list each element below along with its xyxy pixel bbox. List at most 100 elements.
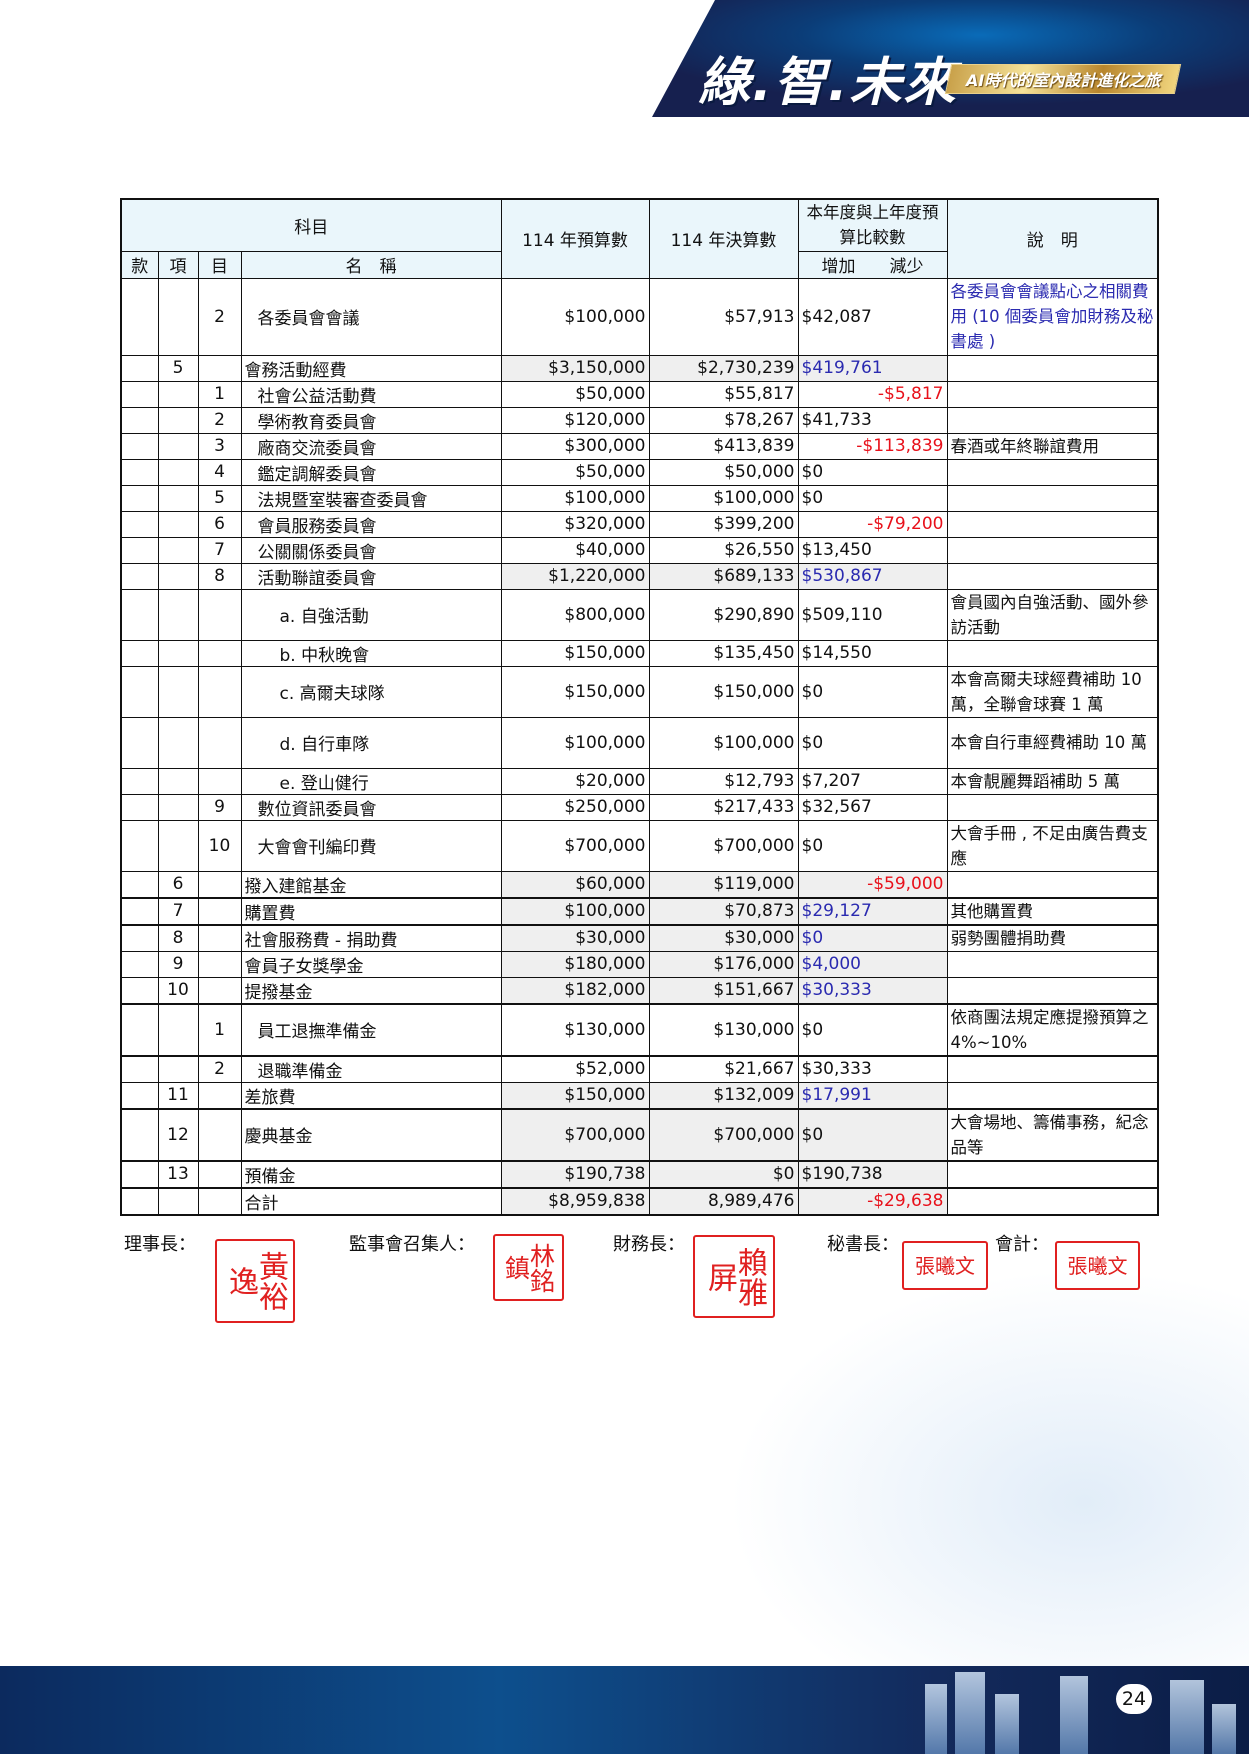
cell-name: 撥入建館基金: [240, 870, 502, 898]
cell-kuan: [120, 896, 159, 925]
cell-kuan: [120, 950, 159, 978]
cell-actual: $2,730,239: [648, 354, 799, 382]
table-row: 2 各委員會會議 $100,000 $57,913 $42,087 各委員會會議點心之相關…: [120, 277, 1159, 356]
cell-diff: $41,733: [797, 406, 948, 434]
cell-actual: $0: [648, 1159, 799, 1188]
cell-mu: [197, 870, 242, 898]
cell-actual: $413,839: [648, 432, 799, 460]
cell-xiang: 11: [157, 1081, 199, 1109]
cell-name: 會員子女獎學金: [240, 950, 502, 978]
cell-budget: $3,150,000: [500, 354, 650, 382]
cell-xiang: [157, 665, 199, 718]
cell-name: 各委員會會議: [240, 277, 502, 356]
cell-mu: 3: [197, 432, 242, 460]
table-row: 13 預備金 $190,738 $0 $190,738: [120, 1159, 1159, 1188]
cell-note: 春酒或年終聯誼費用: [946, 432, 1159, 460]
cell-actual: $100,000: [648, 716, 799, 769]
cell-note: 各委員會會議點心之相關費用 (10 個委員會加財務及秘書處 ): [946, 277, 1159, 356]
cell-xiang: 6: [157, 870, 199, 898]
cell-actual: $78,267: [648, 406, 799, 434]
table-row: 9 數位資訊委員會 $250,000 $217,433 $32,567: [120, 793, 1159, 821]
cell-mu: 5: [197, 484, 242, 512]
cell-diff: $190,738: [797, 1159, 948, 1188]
header-xiang: 項: [157, 250, 199, 279]
table-row: 6 會員服務委員會 $320,000 $399,200 -$79,200: [120, 510, 1159, 538]
cell-name: 學術教育委員會: [240, 406, 502, 434]
cell-diff: -$59,000: [797, 870, 948, 898]
cell-name: 活動聯誼委員會: [240, 562, 502, 590]
table-row: 5 會務活動經費 $3,150,000 $2,730,239 $419,761: [120, 354, 1159, 382]
cell-note: 弱勢團體捐助費: [946, 923, 1159, 952]
cell-mu: [197, 1107, 242, 1161]
cell-note: [946, 1081, 1159, 1109]
table-row: 12 慶典基金 $700,000 $700,000 $0 大會場地、籌備事務，紀念品等: [120, 1107, 1159, 1161]
cell-actual: $290,890: [648, 588, 799, 641]
cell-diff: $0: [797, 1002, 948, 1056]
cell-name: 社會服務費 - 捐助費: [240, 923, 502, 952]
cell-actual: $132,009: [648, 1081, 799, 1109]
cell-diff: -$113,839: [797, 432, 948, 460]
cell-diff: $419,761: [797, 354, 948, 382]
cell-mu: 7: [197, 536, 242, 564]
cell-budget: $150,000: [500, 665, 650, 718]
cell-xiang: [157, 1186, 199, 1215]
cell-xiang: [157, 1002, 199, 1056]
cell-note: [946, 510, 1159, 538]
cell-kuan: [120, 1081, 159, 1109]
cell-kuan: [120, 1159, 159, 1188]
background-decoration: [700, 1250, 1249, 1670]
cell-name: d. 自行車隊: [240, 716, 502, 769]
signature-label: 理事長：: [124, 1234, 196, 1255]
cell-name: 預備金: [240, 1159, 502, 1188]
cell-mu: 1: [197, 1002, 242, 1056]
cell-name: 會員服務委員會: [240, 510, 502, 538]
table-row: 3 廠商交流委員會 $300,000 $413,839 -$113,839 春酒或年終聯誼…: [120, 432, 1159, 460]
cell-budget: $120,000: [500, 406, 650, 434]
cell-xiang: 13: [157, 1159, 199, 1188]
cell-budget: $50,000: [500, 380, 650, 408]
table-row: 2 退職準備金 $52,000 $21,667 $30,333: [120, 1054, 1159, 1083]
signature-label: 秘書長：: [827, 1234, 899, 1255]
cell-budget: $20,000: [500, 767, 650, 795]
cell-budget: $250,000: [500, 793, 650, 821]
building-graphic: [955, 1672, 985, 1754]
cell-diff: $0: [797, 665, 948, 718]
cell-kuan: [120, 406, 159, 434]
cell-name: 社會公益活動費: [240, 380, 502, 408]
header-title: 綠.智.未來: [698, 53, 958, 113]
cell-xiang: 10: [157, 976, 199, 1004]
cell-name: c. 高爾夫球隊: [240, 665, 502, 718]
cell-note: [946, 950, 1159, 978]
cell-mu: 2: [197, 1054, 242, 1083]
cell-xiang: [157, 406, 199, 434]
cell-name: 會務活動經費: [240, 354, 502, 382]
header-subject: 科目: [120, 198, 502, 252]
cell-actual: $217,433: [648, 793, 799, 821]
cell-xiang: [157, 1054, 199, 1083]
table-row: 4 鑑定調解委員會 $50,000 $50,000 $0: [120, 458, 1159, 486]
cell-mu: [197, 354, 242, 382]
cell-budget: $8,959,838: [500, 1186, 650, 1215]
cell-name: a. 自強活動: [240, 588, 502, 641]
cell-mu: 9: [197, 793, 242, 821]
cell-budget: $100,000: [500, 277, 650, 356]
cell-actual: $55,817: [648, 380, 799, 408]
cell-name: 法規暨室裝審查委員會: [240, 484, 502, 512]
cell-actual: $57,913: [648, 277, 799, 356]
cell-mu: [197, 950, 242, 978]
cell-budget: $700,000: [500, 819, 650, 872]
cell-actual: $151,667: [648, 976, 799, 1004]
cell-mu: [197, 1081, 242, 1109]
cell-kuan: [120, 767, 159, 795]
building-graphic: [1212, 1704, 1236, 1754]
cell-diff: $509,110: [797, 588, 948, 641]
cell-mu: [197, 588, 242, 641]
table-row: 7 購置費 $100,000 $70,873 $29,127 其他購置費: [120, 896, 1159, 925]
cell-note: [946, 406, 1159, 434]
header-compare: 本年度與上年度預算比較數: [797, 198, 948, 252]
cell-mu: [197, 896, 242, 925]
cell-budget: $320,000: [500, 510, 650, 538]
cell-kuan: [120, 870, 159, 898]
header-mu: 目: [197, 250, 242, 279]
cell-kuan: [120, 380, 159, 408]
